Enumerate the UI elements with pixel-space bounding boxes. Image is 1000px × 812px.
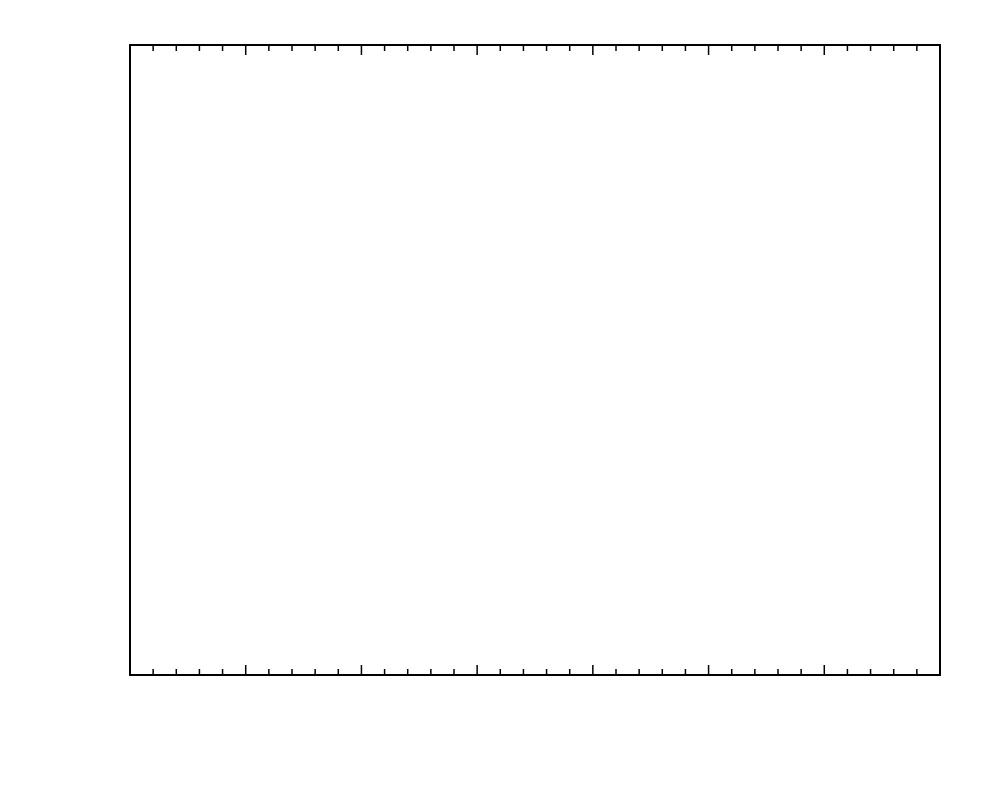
xrd-chart (0, 0, 1000, 812)
